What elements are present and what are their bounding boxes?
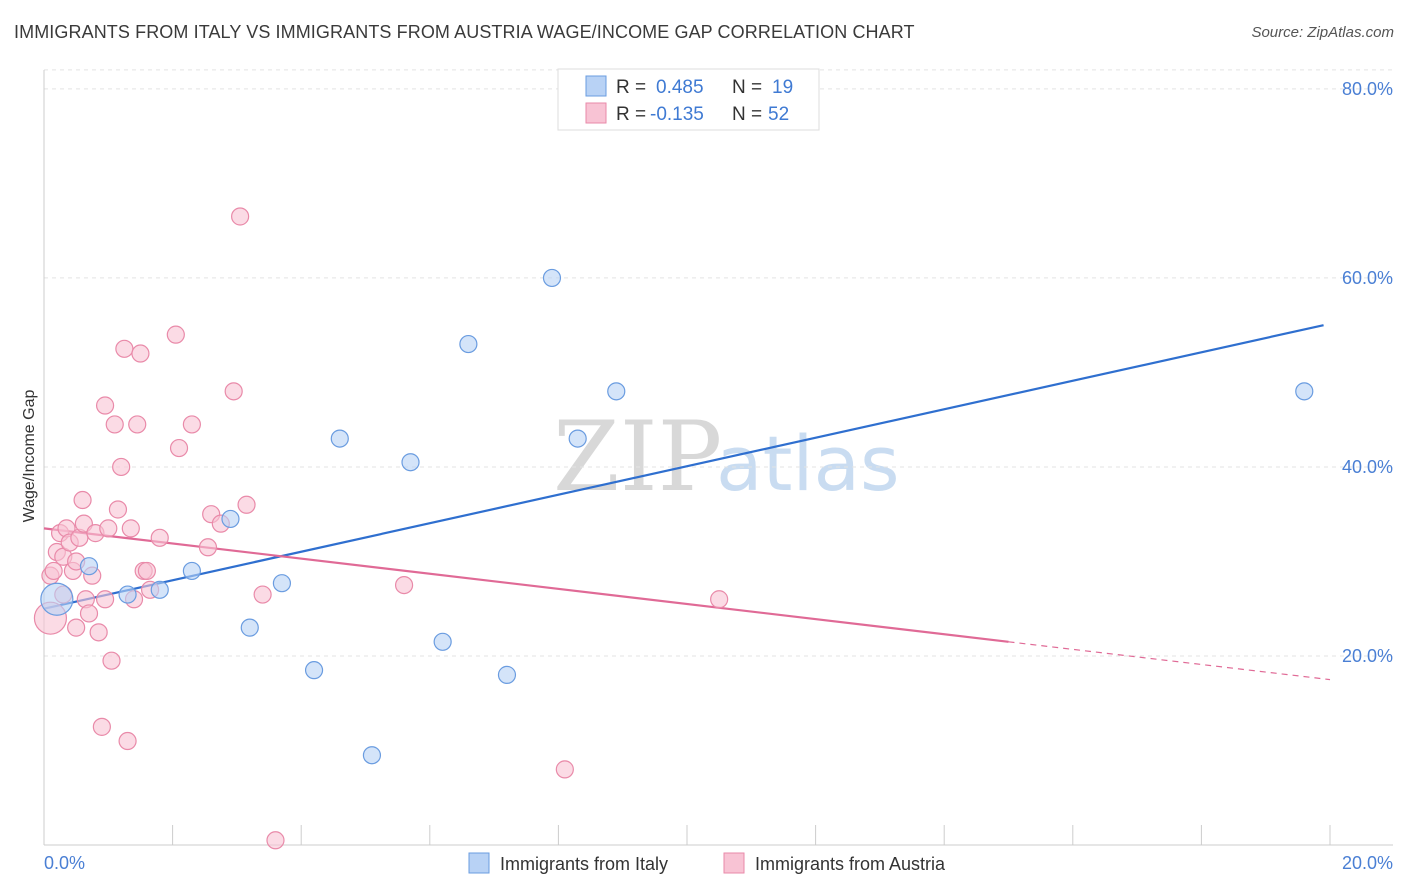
y-tick-label-20: 20.0% xyxy=(1342,646,1393,666)
point-italy-10 xyxy=(362,746,382,765)
legend-n-value-austria: 52 xyxy=(768,104,789,125)
point-austria-35 xyxy=(150,528,169,547)
point-italy-8 xyxy=(304,661,324,680)
watermark-atlas: atlas xyxy=(716,419,900,508)
legend-r-value-italy: 0.485 xyxy=(656,77,704,98)
point-italy-6 xyxy=(240,618,259,637)
point-italy-14 xyxy=(497,665,517,684)
point-austria-27 xyxy=(118,731,137,751)
point-italy-4 xyxy=(182,561,201,581)
grid xyxy=(44,69,1393,657)
point-italy-16 xyxy=(568,429,587,448)
point-austria-39 xyxy=(198,538,218,557)
point-italy-9 xyxy=(330,429,349,448)
point-austria-46 xyxy=(266,831,285,850)
point-austria-11 xyxy=(73,490,92,510)
point-austria-37 xyxy=(169,438,189,458)
point-austria-18 xyxy=(92,717,111,736)
point-austria-26 xyxy=(115,339,134,358)
point-austria-25 xyxy=(112,457,131,477)
point-austria-23 xyxy=(105,415,124,434)
point-austria-22 xyxy=(102,651,121,670)
point-austria-14 xyxy=(79,604,99,623)
point-italy-18 xyxy=(1295,382,1314,401)
point-austria-42 xyxy=(224,382,243,401)
point-italy-17 xyxy=(607,382,626,401)
x-tick-label-min: 0.0% xyxy=(44,853,85,873)
legend: R = 0.485 N = 19 R = -0.135 N = 52 xyxy=(557,68,820,131)
bottom-legend-swatch-italy xyxy=(468,852,490,874)
point-austria-38 xyxy=(182,415,201,434)
chart-title: IMMIGRANTS FROM ITALY VS IMMIGRANTS FROM… xyxy=(14,22,915,42)
legend-n-value-italy: 19 xyxy=(772,77,793,98)
point-austria-19 xyxy=(95,590,115,609)
x-tick-label-max: 20.0% xyxy=(1342,853,1393,873)
legend-r-value-austria: -0.135 xyxy=(650,104,704,125)
point-austria-50 xyxy=(67,618,86,637)
point-austria-31 xyxy=(131,344,150,363)
legend-n-label-italy: N = xyxy=(732,77,762,98)
point-italy-11 xyxy=(401,453,420,472)
point-italy-1 xyxy=(79,557,99,576)
point-austria-33 xyxy=(137,561,156,581)
y-tick-label-40: 40.0% xyxy=(1342,457,1393,477)
axes: 20.0% 40.0% 60.0% 80.0% xyxy=(43,70,1393,846)
legend-swatch-italy xyxy=(585,75,607,97)
point-austria-49 xyxy=(710,590,729,609)
point-italy-15 xyxy=(542,268,562,288)
trend-line-austria xyxy=(43,527,1009,643)
point-austria-48 xyxy=(555,760,574,779)
legend-r-label-italy: R = xyxy=(616,77,646,98)
bottom-legend-swatch-austria xyxy=(723,852,745,874)
point-austria-44 xyxy=(237,495,256,514)
point-austria-30 xyxy=(128,415,147,434)
point-italy-3 xyxy=(150,580,169,599)
point-italy-12 xyxy=(433,632,452,651)
data-points xyxy=(33,207,1314,850)
bottom-legend-label-austria: Immigrants from Austria xyxy=(755,854,946,874)
point-italy-0 xyxy=(40,582,74,616)
watermark-zip: ZIP xyxy=(553,401,722,513)
point-austria-28 xyxy=(121,519,140,538)
point-austria-47 xyxy=(394,575,414,595)
point-austria-45 xyxy=(253,585,272,604)
point-austria-36 xyxy=(166,325,185,344)
source-label: Source: ZipAtlas.com xyxy=(1251,24,1394,41)
trend-line-extension-austria xyxy=(1008,641,1331,681)
y-axis-label: Wage/Income Gap xyxy=(21,390,38,523)
y-tick-label-60: 60.0% xyxy=(1342,268,1393,288)
legend-n-label-austria: N = xyxy=(732,104,762,125)
legend-r-label-austria: R = xyxy=(616,104,646,125)
point-italy-2 xyxy=(118,585,137,604)
bottom-legend: Immigrants from Italy Immigrants from Au… xyxy=(468,852,946,874)
point-austria-43 xyxy=(231,207,250,226)
point-italy-13 xyxy=(459,334,478,354)
point-austria-17 xyxy=(89,623,108,642)
point-austria-21 xyxy=(99,519,118,538)
point-austria-24 xyxy=(108,500,128,519)
point-austria-20 xyxy=(95,396,115,415)
y-tick-label-80: 80.0% xyxy=(1342,79,1393,99)
point-austria-2 xyxy=(44,561,63,581)
trend-line-italy xyxy=(43,324,1324,610)
legend-swatch-austria xyxy=(585,102,607,124)
bottom-legend-label-italy: Immigrants from Italy xyxy=(500,854,668,874)
point-italy-7 xyxy=(272,574,292,593)
point-italy-5 xyxy=(221,509,240,529)
